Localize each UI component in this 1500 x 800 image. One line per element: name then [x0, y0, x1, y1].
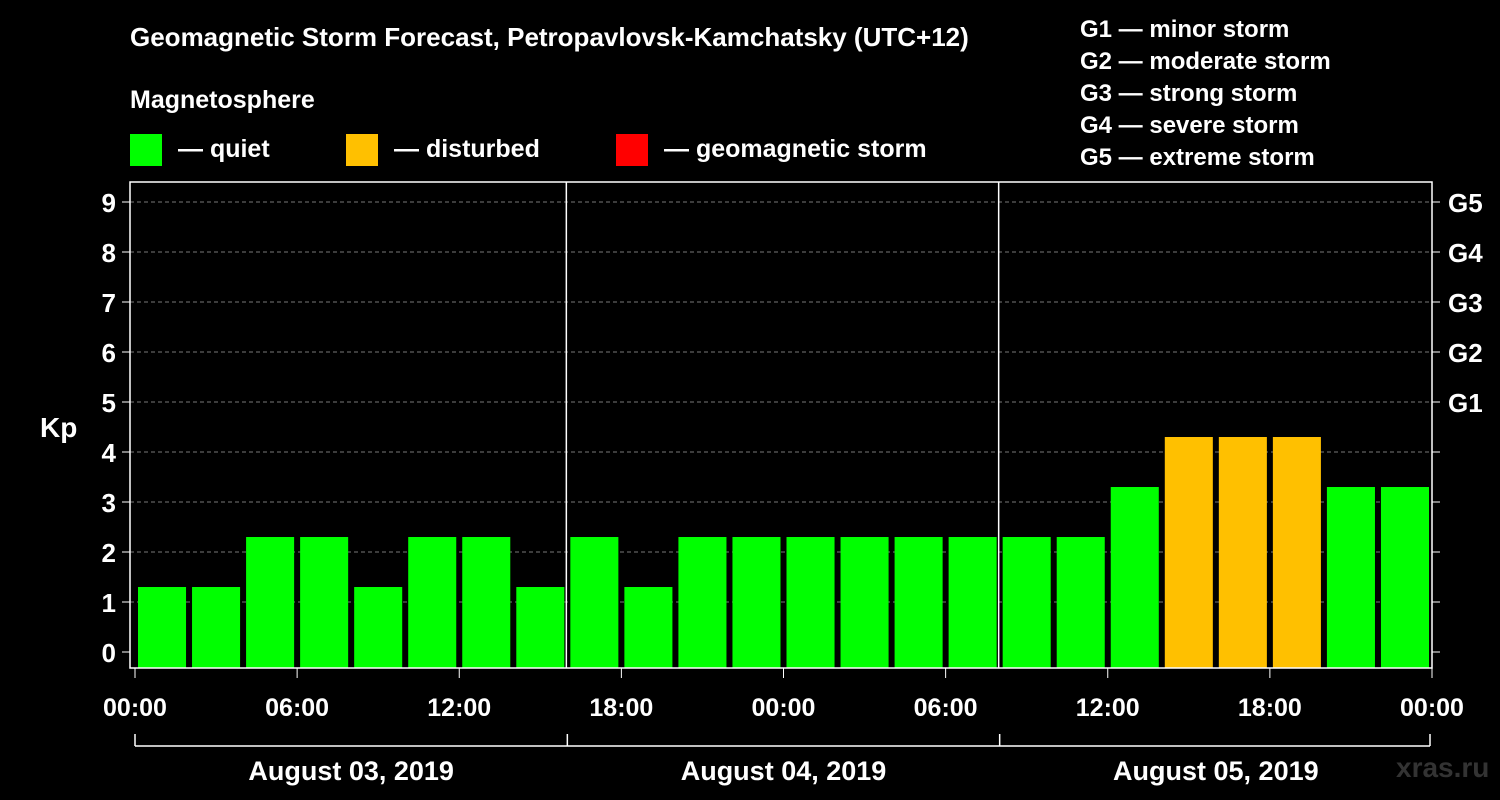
y-tick-label-3: 3 — [102, 488, 116, 518]
y-tick-label-1: 1 — [102, 588, 116, 618]
x-tick-label-7: 18:00 — [1238, 694, 1302, 722]
y-tick-label-6: 6 — [102, 338, 116, 368]
magnetosphere-heading: Magnetosphere — [130, 86, 315, 114]
bar-22 — [1326, 487, 1375, 668]
bar-3 — [300, 537, 349, 668]
bar-11 — [732, 537, 781, 668]
watermark: xras.ru — [1396, 752, 1490, 783]
storm-scale-g1: G1 — minor storm — [1080, 16, 1290, 43]
x-tick-label-6: 12:00 — [1076, 694, 1140, 722]
x-tick-label-4: 00:00 — [752, 694, 816, 722]
day-label-2: August 05, 2019 — [1113, 756, 1319, 786]
legend-swatch-storm — [616, 133, 648, 166]
x-tick-label-2: 12:00 — [427, 694, 491, 722]
bar-20 — [1218, 437, 1267, 668]
bar-9 — [624, 587, 673, 668]
day-label-1: August 04, 2019 — [681, 756, 887, 786]
storm-scale-g2: G2 — moderate storm — [1080, 48, 1331, 75]
storm-scale-legend: G1 — minor storm G2 — moderate storm G3 … — [1080, 14, 1331, 174]
bar-21 — [1272, 437, 1321, 668]
right-tick-label-G5: G5 — [1448, 188, 1483, 218]
y-tick-label-5: 5 — [102, 388, 116, 418]
legend-label-disturbed: — disturbed — [394, 135, 540, 163]
bar-23 — [1380, 487, 1429, 668]
bar-5 — [408, 537, 457, 668]
right-tick-label-G4: G4 — [1448, 238, 1483, 268]
legend-label-storm: — geomagnetic storm — [664, 135, 927, 163]
bar-7 — [516, 587, 565, 668]
bar-13 — [840, 537, 889, 668]
bar-2 — [246, 537, 295, 668]
bar-12 — [786, 537, 835, 668]
right-tick-label-G3: G3 — [1448, 288, 1483, 318]
storm-scale-g3: G3 — strong storm — [1080, 80, 1298, 107]
x-tick-label-5: 06:00 — [914, 694, 978, 722]
bar-15 — [948, 537, 997, 668]
x-tick-label-1: 06:00 — [265, 694, 329, 722]
legend-item-storm: — geomagnetic storm — [616, 132, 927, 167]
legend-label-quiet: — quiet — [178, 135, 270, 163]
bar-18 — [1110, 487, 1159, 668]
legend-item-disturbed: — disturbed — [346, 132, 540, 167]
x-tick-label-8: 00:00 — [1400, 694, 1464, 722]
right-tick-label-G1: G1 — [1448, 388, 1483, 418]
bar-17 — [1056, 537, 1105, 668]
y-tick-label-7: 7 — [102, 288, 116, 318]
bar-0 — [138, 587, 187, 668]
y-tick-label-8: 8 — [102, 238, 116, 268]
y-axis-label: Kp — [40, 412, 78, 443]
day-label-0: August 03, 2019 — [248, 756, 454, 786]
bar-10 — [678, 537, 727, 668]
storm-scale-g5: G5 — extreme storm — [1080, 144, 1315, 171]
bar-8 — [570, 537, 619, 668]
x-tick-label-0: 00:00 — [103, 694, 167, 722]
chart-title: Geomagnetic Storm Forecast, Petropavlovs… — [130, 22, 969, 52]
legend-swatch-disturbed — [346, 133, 378, 166]
bar-19 — [1164, 437, 1213, 668]
y-tick-label-0: 0 — [102, 638, 116, 668]
x-tick-label-3: 18:00 — [589, 694, 653, 722]
bar-16 — [1002, 537, 1051, 668]
bar-6 — [462, 537, 511, 668]
y-tick-label-9: 9 — [102, 188, 116, 218]
y-tick-label-2: 2 — [102, 538, 116, 568]
legend-swatch-quiet — [130, 133, 162, 166]
storm-scale-g4: G4 — severe storm — [1080, 112, 1299, 139]
plot-frame — [129, 181, 1433, 669]
bar-4 — [354, 587, 403, 668]
bar-14 — [894, 537, 943, 668]
bar-1 — [192, 587, 241, 668]
legend-item-quiet: — quiet — [130, 132, 270, 167]
right-tick-label-G2: G2 — [1448, 338, 1483, 368]
y-tick-label-4: 4 — [102, 438, 117, 468]
